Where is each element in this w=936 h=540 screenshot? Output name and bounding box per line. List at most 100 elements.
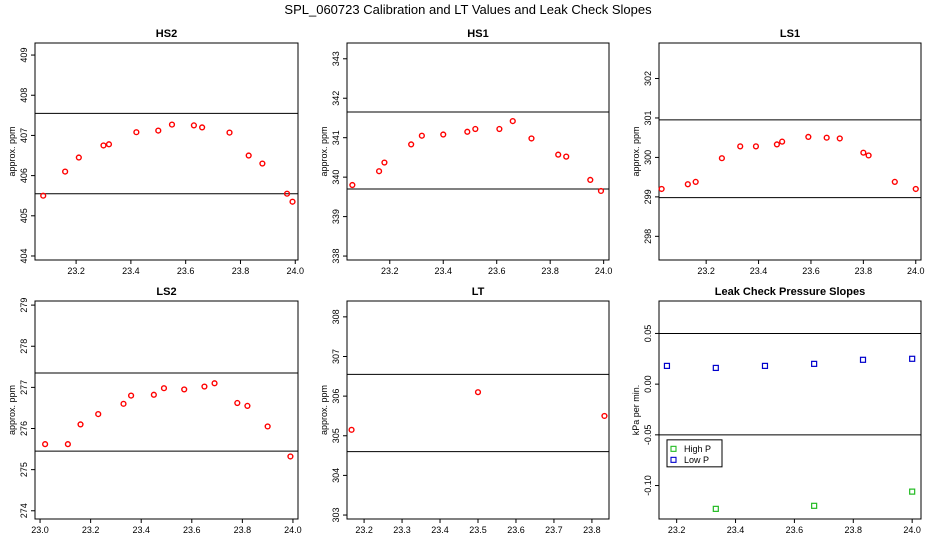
lt-x-tick-label: 23.5: [469, 525, 487, 535]
lt-x-tick-label: 23.6: [507, 525, 525, 535]
hs2-data-point: [168, 121, 176, 128]
hs1-data-point: [597, 187, 605, 195]
lt-x-tick-label: 23.2: [355, 525, 373, 535]
leak-plot-frame: [658, 300, 922, 520]
hs1-x-tick-label: 23.4: [434, 266, 452, 276]
hs1-x-tick-label: 23.8: [541, 266, 559, 276]
lt-y-tick-label: 308: [331, 309, 341, 324]
hs1-y-tick-label: 342: [331, 91, 341, 106]
hs1-title: HS1: [467, 28, 488, 40]
lt-y-tick-label: 303: [331, 508, 341, 523]
ls2-y-tick-label: 279: [19, 298, 29, 313]
ls1-data-point: [779, 138, 786, 145]
leak-x-tick-label: 23.2: [668, 525, 686, 535]
ls2-x-tick-label: 23.6: [183, 525, 201, 535]
ls2-data-point: [211, 380, 218, 387]
hs1-data-point: [349, 181, 356, 189]
lt-y-tick-label: 305: [331, 428, 341, 443]
ls2-y-tick-label: 275: [19, 462, 29, 477]
figure-title: SPL_060723 Calibration and LT Values and…: [284, 2, 652, 17]
hs1-ylabel: approx. ppm: [319, 126, 329, 176]
ls1-x-tick-label: 24.0: [907, 266, 925, 276]
hs1-data-point: [375, 168, 383, 175]
hs2-data-point: [245, 152, 252, 159]
hs2-data-point: [190, 122, 197, 129]
lt-ylabel: approx. ppm: [319, 385, 329, 435]
lt-data-point: [474, 389, 482, 396]
leak-x-tick-label: 23.4: [727, 525, 745, 535]
hs2-data-point: [199, 124, 206, 131]
leak-low-p-point: [712, 364, 719, 372]
legend-label-low-p: Low P: [684, 455, 709, 465]
ls2-data-point: [95, 411, 102, 418]
ls1-data-point: [737, 143, 744, 150]
ls1-y-tick-label: 298: [643, 229, 653, 244]
lt-x-tick-label: 23.3: [393, 525, 411, 535]
ls2-ylabel: approx. ppm: [7, 385, 17, 435]
leak-y-tick-label: 0.00: [643, 375, 653, 393]
ls1-plot-frame: [658, 42, 922, 261]
ls2-plot-frame: [34, 300, 299, 520]
hs2-ylabel: approx. ppm: [7, 126, 17, 176]
hs1-data-point: [440, 131, 447, 138]
ls1-data-point: [658, 185, 665, 193]
hs1-data-point: [418, 132, 425, 139]
ls2-data-point: [287, 453, 294, 460]
ls2-data-point: [64, 441, 71, 448]
lt-data-point: [601, 412, 608, 420]
leak-title: Leak Check Pressure Slopes: [715, 286, 865, 298]
hs1-data-point: [496, 125, 503, 133]
legend-swatch-low-p: [670, 456, 677, 463]
panels: HS2 23.2 23.4 23.6 23.8 24.0 404 405 406 407 408 40…: [7, 28, 925, 535]
ls1-data-point: [805, 133, 812, 141]
ls2-data-point: [77, 421, 84, 428]
hs2-data-point: [62, 168, 69, 175]
hs2-y-tick-label: 407: [19, 128, 29, 143]
hs2-plot-frame: [34, 42, 299, 261]
leak-high-p-point: [712, 505, 719, 512]
hs2-data-point: [105, 141, 113, 148]
ls1-data-point: [692, 178, 699, 185]
ls1-data-point: [773, 141, 781, 148]
ls1-data-point: [752, 143, 760, 150]
hs1-data-point: [472, 125, 479, 133]
ls2-x-tick-label: 23.4: [132, 525, 150, 535]
hs2-data-point: [226, 129, 233, 136]
lt-x-tick-label: 23.4: [431, 525, 449, 535]
leak-high-p-point: [909, 488, 916, 495]
ls1-x-tick-label: 23.8: [855, 266, 873, 276]
panel-hs1: HS1 23.2 23.4 23.6 23.8 24.0 338 339 340 341 342 34…: [319, 28, 612, 276]
legend-swatch-high-p: [670, 445, 677, 452]
ls1-ylabel: approx. ppm: [631, 126, 641, 176]
ls1-x-tick-label: 23.4: [750, 266, 768, 276]
lt-title: LT: [472, 286, 485, 298]
ls1-data-point: [865, 152, 872, 159]
ls1-y-tick-label: 299: [643, 189, 653, 204]
hs1-data-point: [509, 118, 516, 125]
ls1-data-point: [718, 155, 725, 162]
lt-plot-frame: [346, 300, 610, 520]
hs2-data-point: [289, 198, 296, 205]
ls1-x-tick-label: 23.6: [802, 266, 820, 276]
ls1-data-point: [891, 178, 898, 185]
hs2-data-point: [100, 142, 107, 149]
ls2-y-tick-label: 278: [19, 339, 29, 354]
ls2-data-point: [244, 402, 251, 409]
hs1-data-point: [464, 128, 471, 135]
ls1-data-point: [823, 134, 830, 141]
ls2-x-tick-label: 23.0: [31, 525, 49, 535]
hs1-y-tick-label: 341: [331, 130, 341, 145]
hs2-x-tick-label: 24.0: [286, 266, 304, 276]
ls2-y-tick-label: 277: [19, 380, 29, 395]
panel-ls1: LS1 23.2 23.4 23.6 23.8 24.0 298 299 300 301 302 ap…: [631, 28, 925, 276]
ls1-x-tick-label: 23.2: [697, 266, 715, 276]
ls2-data-point: [42, 441, 49, 448]
panel-leak: Leak Check Pressure Slopes 23.2 23.4 23.6 23…: [631, 286, 922, 535]
ls2-y-tick-label: 274: [19, 503, 29, 518]
ls2-x-tick-label: 23.8: [234, 525, 252, 535]
hs2-x-tick-label: 23.4: [122, 266, 140, 276]
hs1-data-point: [555, 151, 562, 158]
ls1-data-point: [836, 135, 843, 142]
